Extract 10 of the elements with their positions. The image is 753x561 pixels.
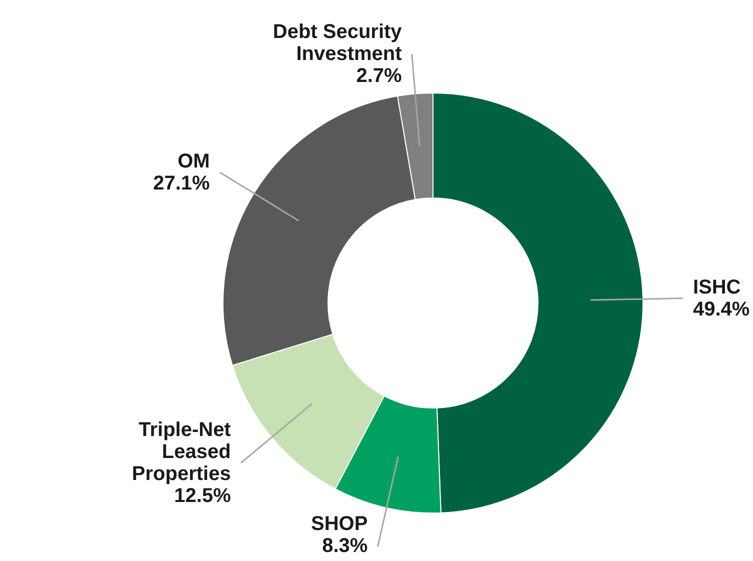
slice-label: OM xyxy=(178,150,210,172)
data-label: 2.7% xyxy=(356,64,402,87)
slice-label: SHOP xyxy=(311,513,368,535)
slice-label: ISHC xyxy=(692,276,741,298)
slice-label: Debt Security Investment xyxy=(272,20,403,65)
data-label: 27.1% xyxy=(153,172,210,194)
slice-label: Triple-Net Leased Properties xyxy=(132,418,232,485)
data-label: 49.4% xyxy=(692,298,750,320)
data-label: 8.3% xyxy=(322,535,368,557)
data-label: 12.5% xyxy=(174,484,232,507)
